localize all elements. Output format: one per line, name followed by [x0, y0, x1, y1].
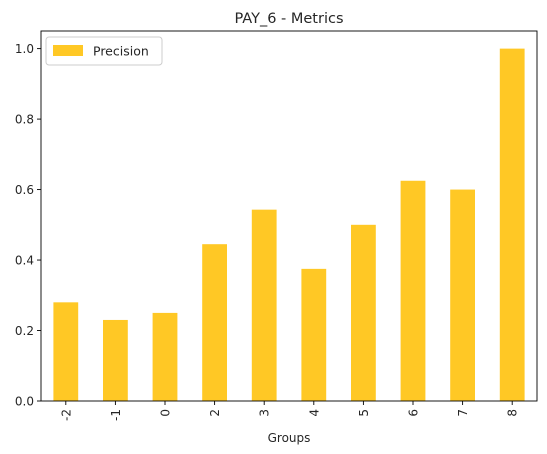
bar-7: [450, 189, 475, 401]
x-tick-label: 8: [506, 409, 520, 417]
bar-6: [400, 180, 426, 401]
y-tick-label: 0.2: [15, 324, 34, 338]
legend: Precision: [45, 36, 163, 66]
bar-8: [499, 48, 525, 402]
y-tick-label: 1.0: [15, 42, 34, 56]
y-tick-label: 0.4: [15, 253, 34, 267]
legend-box: [45, 36, 163, 66]
x-tick-label: 7: [456, 409, 470, 417]
legend-swatch: [53, 45, 83, 56]
bar-5: [351, 224, 376, 401]
x-tick-label: 4: [307, 409, 321, 417]
y-tick-label: 0.6: [15, 183, 34, 197]
x-tick-label: 0: [159, 409, 173, 417]
x-tick-label: -2: [59, 409, 73, 421]
x-tick-label: 5: [357, 409, 371, 417]
bar--2: [53, 302, 79, 401]
y-tick-label: 0.0: [15, 394, 34, 408]
bar-3: [251, 209, 277, 401]
plot-frame: [40, 30, 538, 402]
x-tick-label: 2: [208, 409, 222, 417]
plot-area: [40, 30, 538, 402]
x-axis: -2 -1 0 2 3 4 5 6 7 8: [59, 401, 520, 421]
bar-0: [152, 312, 178, 401]
chart-title: PAY_6 - Metrics: [234, 11, 343, 27]
x-tick-label: 6: [407, 409, 421, 417]
y-tick-label: 0.8: [15, 112, 34, 126]
y-axis: 0.0 0.2 0.4 0.6 0.8 1.0: [15, 42, 41, 408]
bar--1: [103, 319, 128, 401]
bar-4: [301, 268, 327, 401]
x-tick-label: -1: [109, 409, 123, 421]
bar-2: [202, 244, 227, 401]
x-axis-label: Groups: [268, 431, 311, 445]
legend-label: Precision: [93, 44, 149, 59]
x-tick-label: 3: [258, 409, 272, 417]
